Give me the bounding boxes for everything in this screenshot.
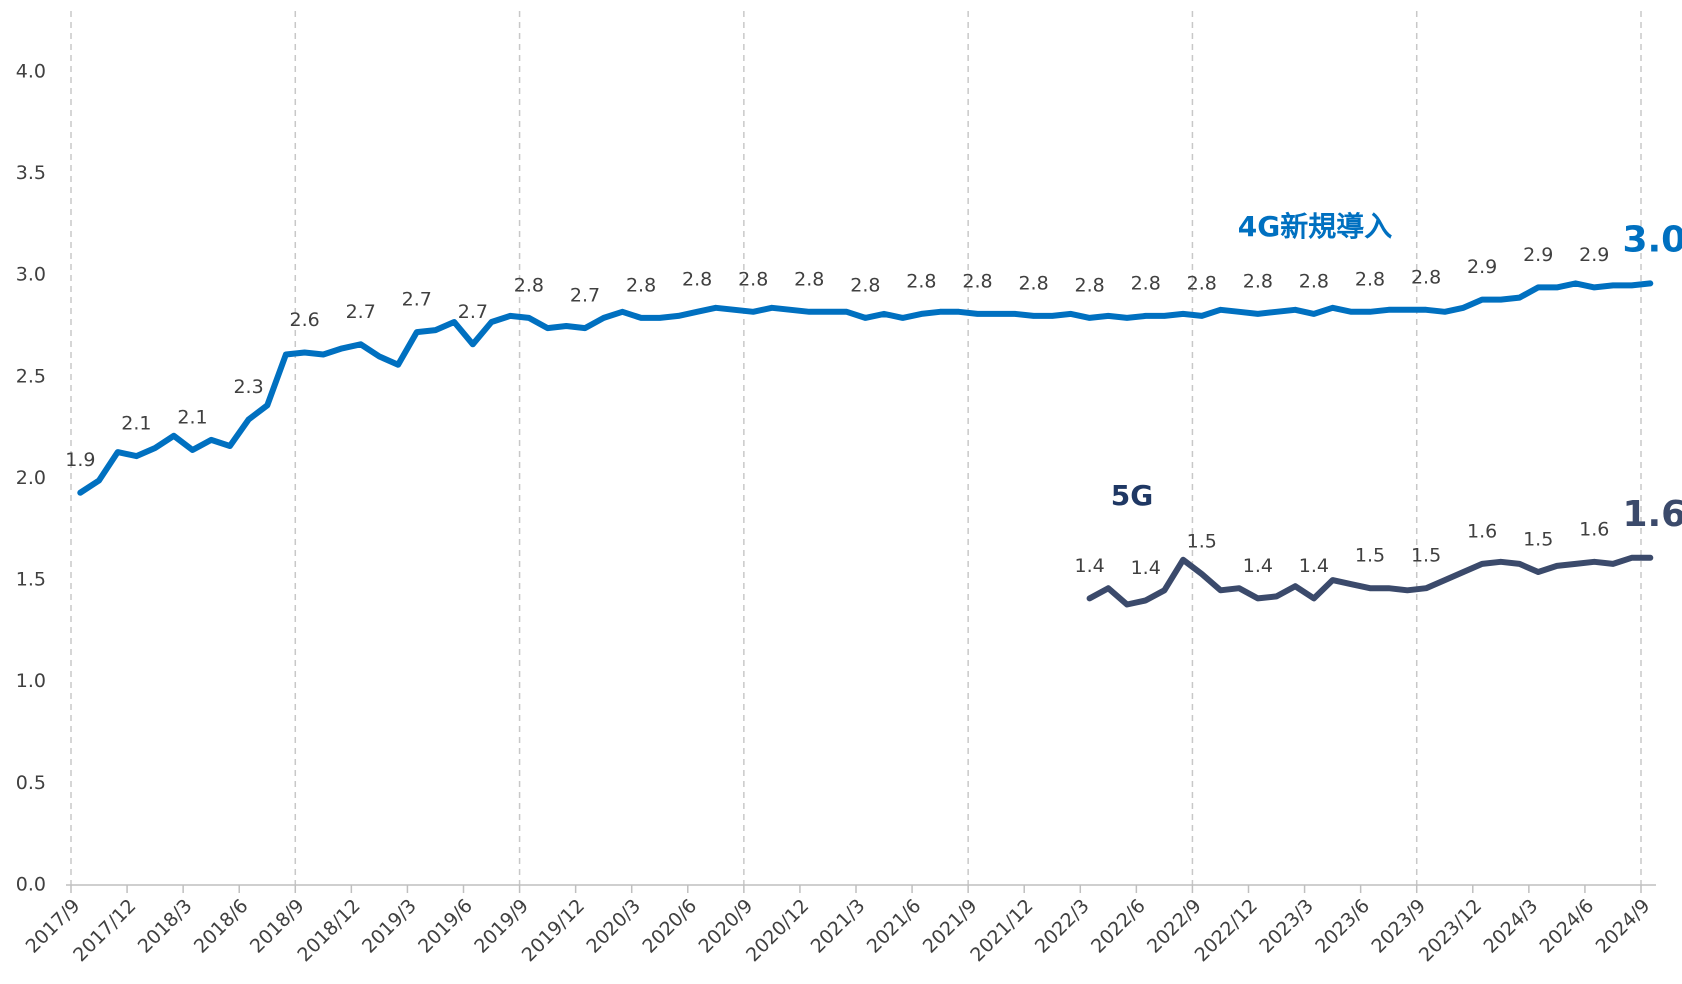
data-label: 2.8 [514,274,544,296]
data-label: 2.8 [906,270,936,292]
y-tick-label: 3.0 [16,264,46,286]
x-tick-label: 2020/3 [582,895,645,958]
x-tick-label: 2023/12 [1415,895,1486,966]
data-label: 1.5 [1411,545,1441,567]
x-tick-label: 2018/6 [190,895,253,958]
series-name: 5G [1111,479,1153,512]
y-tick-label: 4.0 [16,60,46,82]
data-label: 1.6 [1622,494,1682,535]
x-tick-label: 2022/3 [1031,895,1094,958]
data-label: 2.8 [794,268,824,290]
data-label: 1.6 [1579,518,1609,540]
x-tick-label: 2019/12 [518,895,589,966]
x-tick-label: 2018/12 [293,895,364,966]
data-label: 2.8 [1187,272,1217,294]
data-label: 2.8 [738,268,768,290]
data-label: 1.4 [1075,555,1105,577]
data-label: 2.8 [850,274,880,296]
y-tick-label: 0.0 [16,874,46,896]
y-tick-label: 2.5 [16,365,46,387]
x-tick-label: 2019/3 [358,895,421,958]
data-label: 2.8 [626,274,656,296]
x-tick-label: 2017/12 [69,895,140,966]
data-label: 1.6 [1467,520,1497,542]
data-label: 1.9 [65,449,95,471]
data-label: 1.5 [1523,528,1553,550]
x-tick-label: 2022/12 [1191,895,1262,966]
data-label: 2.1 [121,413,151,435]
data-label: 2.6 [290,309,320,331]
data-label: 1.5 [1187,531,1217,553]
x-tick-label: 2023/6 [1311,895,1374,958]
x-tick-label: 2018/3 [134,895,197,958]
data-label: 3.0 [1622,219,1682,260]
data-label: 2.1 [177,407,207,429]
data-label: 2.9 [1523,244,1553,266]
data-label: 2.7 [570,285,600,307]
data-label: 2.7 [402,289,432,311]
y-tick-label: 1.5 [16,569,46,591]
data-label: 2.7 [346,301,376,323]
y-tick-label: 1.0 [16,670,46,692]
data-label: 2.8 [962,270,992,292]
data-label: 2.8 [1355,268,1385,290]
data-label: 2.8 [1018,272,1048,294]
series-line [77,280,1654,496]
data-label: 2.9 [1579,244,1609,266]
y-tick-label: 3.5 [16,162,46,184]
data-label: 1.4 [1299,555,1329,577]
x-tick-label: 2024/3 [1479,895,1542,958]
data-label: 2.8 [1075,274,1105,296]
y-tick-label: 0.5 [16,772,46,794]
x-tick-label: 2020/12 [742,895,813,966]
data-label: 2.3 [233,376,263,398]
data-label: 2.8 [1299,270,1329,292]
data-label: 2.9 [1467,256,1497,278]
data-label: 2.8 [682,268,712,290]
x-tick-label: 2024/6 [1536,895,1599,958]
data-label: 2.7 [458,301,488,323]
data-label: 1.4 [1243,555,1273,577]
data-label: 2.8 [1243,270,1273,292]
series-line [1086,554,1654,608]
x-tick-label: 2022/6 [1087,895,1150,958]
data-label: 1.4 [1131,557,1161,579]
x-tick-label: 2021/6 [863,895,926,958]
data-label: 1.5 [1355,545,1385,567]
data-label: 2.8 [1411,266,1441,288]
y-tick-label: 2.0 [16,467,46,489]
x-tick-label: 2020/6 [638,895,701,958]
x-tick-label: 2023/3 [1255,895,1318,958]
x-tick-label: 2019/6 [414,895,477,958]
x-tick-label: 2021/3 [807,895,870,958]
x-tick-label: 2024/9 [1592,895,1655,958]
data-label: 2.8 [1131,272,1161,294]
x-tick-label: 2021/12 [966,895,1037,966]
series-name: 4G新規導入 [1238,210,1392,243]
